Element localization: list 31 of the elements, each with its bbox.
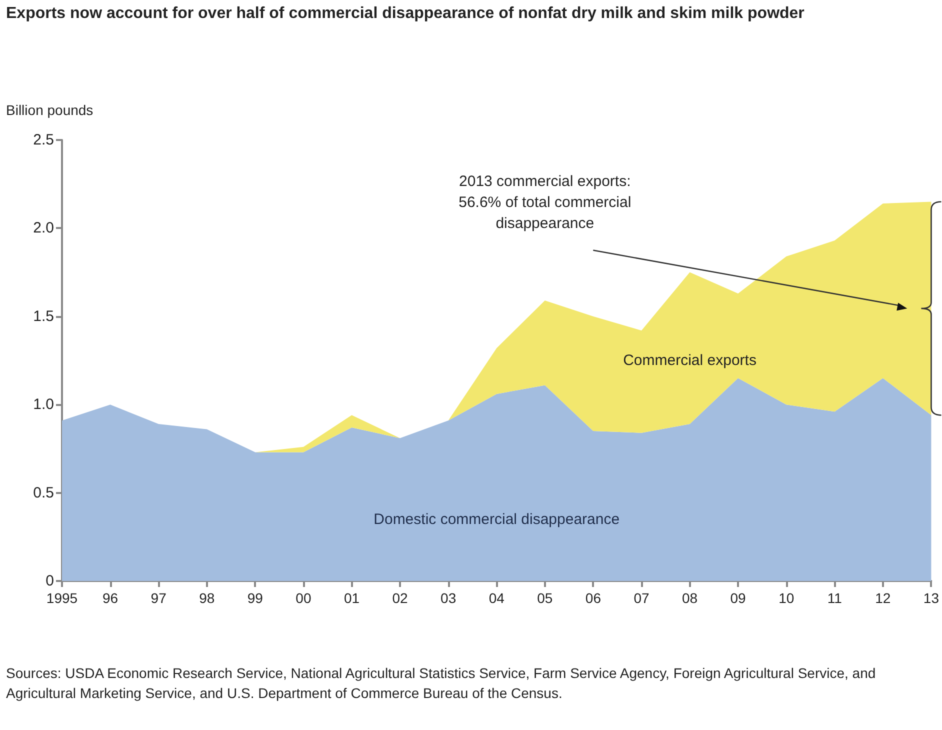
x-tick-label: 06: [585, 590, 602, 606]
x-tick-label: 99: [247, 590, 264, 606]
x-tick-label: 02: [392, 590, 408, 606]
x-tick-label: 07: [634, 590, 650, 606]
y-axis-title: Billion pounds: [6, 102, 94, 118]
x-tick-label: 13: [923, 590, 940, 606]
y-tick-label: 1.5: [33, 308, 54, 325]
x-tick-label: 10: [778, 590, 794, 606]
x-tick-label: 08: [682, 590, 698, 606]
source-note: Sources: USDA Economic Research Service, National Agricultural Statistics Service, Farm Service Agency, Foreign Agricultural Service, and Agricultural Marketing Service, and U.S. Department of Commerce Bureau of the Census.: [6, 664, 877, 703]
x-tick-label: 03: [440, 590, 456, 606]
x-tick-label: 96: [102, 590, 118, 606]
series-label: Domestic commercial disappearance: [374, 510, 620, 528]
series-label: Commercial exports: [623, 352, 756, 369]
x-tick-label: 05: [537, 590, 553, 606]
x-tick-label: 01: [344, 590, 360, 606]
x-tick-label: 97: [150, 590, 167, 606]
annotation: 2013 commercial exports: 56.6% of total commercial disappearance: [458, 172, 632, 232]
y-tick-label: 1.0: [33, 396, 54, 414]
y-tick-label: 0.5: [33, 484, 54, 502]
x-tick-label: 11: [827, 590, 842, 606]
x-tick-label: 00: [296, 590, 312, 606]
x-tick-label: 09: [730, 590, 746, 606]
x-tick-label: 98: [199, 590, 215, 606]
x-tick-label: 04: [488, 590, 505, 606]
y-tick-label: 0: [46, 572, 54, 590]
y-tick-label: 2.5: [33, 132, 54, 148]
chart-title: Exports now account for over half of commercial disappearance of nonfat dry milk and skim milk powder: [6, 4, 806, 24]
y-tick-label: 2.0: [33, 220, 54, 237]
x-tick-label: 12: [875, 590, 891, 606]
x-tick-label: 1995: [46, 590, 78, 606]
